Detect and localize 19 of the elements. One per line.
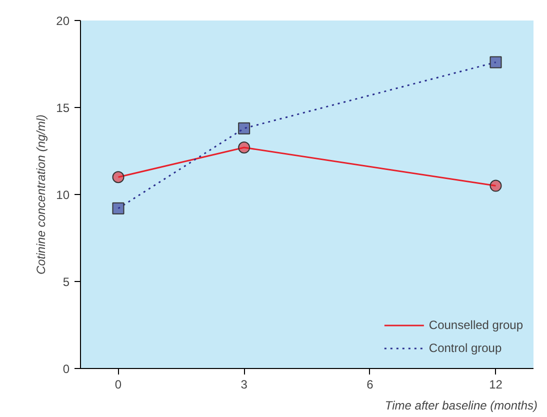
point <box>112 202 124 214</box>
x-tick-label: 12 <box>489 378 503 392</box>
point <box>112 171 124 184</box>
y-tick-label: 5 <box>62 275 70 289</box>
x-tick-label: 3 <box>240 378 248 392</box>
legend-label: Control group <box>428 341 502 355</box>
x-axis-title: Time after baseline (months) <box>384 398 538 412</box>
point <box>490 56 502 68</box>
y-tick-label: 10 <box>56 188 70 202</box>
x-tick-label: 6 <box>366 378 374 392</box>
legend-label: Counselled group <box>428 318 523 332</box>
y-tick-label: 15 <box>56 101 70 115</box>
y-tick-label: 20 <box>56 14 70 28</box>
point <box>238 122 250 134</box>
point <box>238 142 250 154</box>
point <box>490 180 502 192</box>
x-tick-label: 0 <box>114 378 122 392</box>
y-tick-label: 0 <box>62 362 70 376</box>
y-axis-title: Cotinine concentration (ng/ml) <box>34 114 48 275</box>
